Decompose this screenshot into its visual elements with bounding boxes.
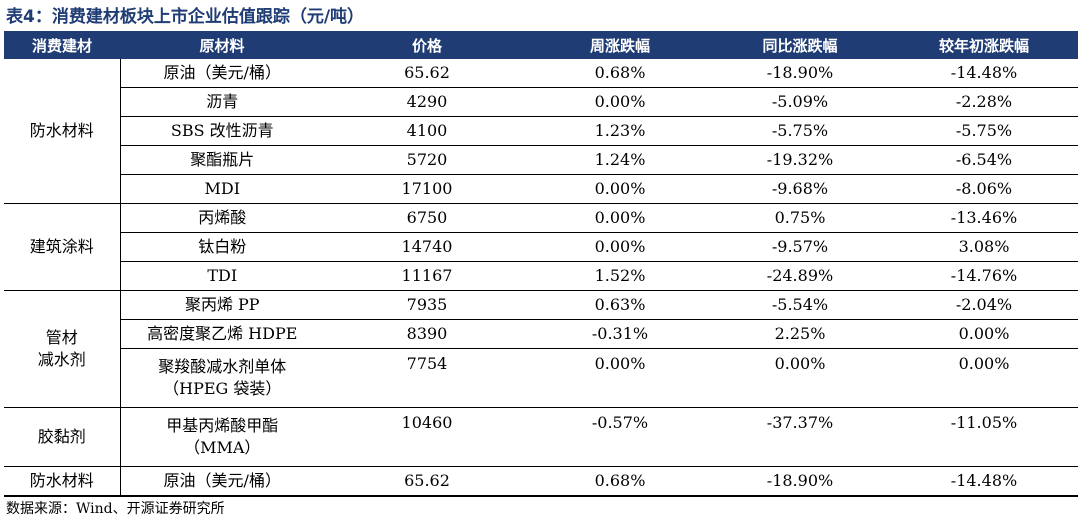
material-line: （HPEG 袋装） (163, 379, 282, 398)
price-cell: 7935 (324, 290, 530, 320)
category-line: 减水剂 (37, 350, 86, 369)
category-cell: 防水材料 (4, 59, 121, 204)
header-material: 原材料 (120, 31, 324, 59)
yoy-change-cell: 0.75% (710, 203, 890, 233)
valuation-table: 消费建材 原材料 价格 周涨跌幅 同比涨跌幅 较年初涨跌幅 防水材料 原油（美元… (4, 31, 1078, 497)
price-cell: 7754 (324, 348, 530, 408)
category-cell: 胶黏剂 (4, 407, 121, 467)
yoy-change-cell: 0.00% (710, 348, 890, 408)
yoy-change-cell: -5.09% (710, 87, 890, 117)
table-row: 钛白粉 14740 0.00% -9.57% 3.08% (4, 232, 1078, 262)
price-cell: 14740 (324, 232, 530, 262)
header-price: 价格 (324, 31, 530, 59)
table-row: 高密度聚乙烯 HDPE 8390 -0.31% 2.25% 0.00% (4, 319, 1078, 349)
week-change-cell: 0.00% (530, 232, 710, 262)
yoy-change-cell: -19.32% (710, 145, 890, 175)
header-ytd-change: 较年初涨跌幅 (890, 31, 1078, 59)
yoy-change-cell: -18.90% (710, 59, 890, 88)
week-change-cell: 1.23% (530, 116, 710, 146)
material-cell: 沥青 (120, 87, 324, 117)
price-cell: 11167 (324, 261, 530, 291)
material-cell: 高密度聚乙烯 HDPE (120, 319, 324, 349)
table-row: 聚羧酸减水剂单体 （HPEG 袋装） 7754 0.00% 0.00% 0.00… (4, 348, 1078, 408)
table-row: 防水材料 原油（美元/桶） 65.62 0.68% -18.90% -14.48… (4, 466, 1078, 497)
ytd-change-cell: -6.54% (890, 145, 1078, 175)
price-cell: 5720 (324, 145, 530, 175)
table-row: TDI 11167 1.52% -24.89% -14.76% (4, 261, 1078, 291)
price-cell: 4100 (324, 116, 530, 146)
material-cell: MDI (120, 174, 324, 204)
price-cell: 8390 (324, 319, 530, 349)
material-cell: TDI (120, 261, 324, 291)
table-row: 防水材料 原油（美元/桶） 65.62 0.68% -18.90% -14.48… (4, 59, 1078, 204)
table-row: MDI 17100 0.00% -9.68% -8.06% (4, 174, 1078, 204)
price-cell: 6750 (324, 203, 530, 233)
ytd-change-cell: -8.06% (890, 174, 1078, 204)
material-cell: 丙烯酸 (120, 203, 324, 233)
week-change-cell: -0.57% (530, 407, 710, 467)
week-change-cell: 1.52% (530, 261, 710, 291)
week-change-cell: -0.31% (530, 319, 710, 349)
table-header-row: 消费建材 原材料 价格 周涨跌幅 同比涨跌幅 较年初涨跌幅 (4, 31, 1078, 59)
table-row: SBS 改性沥青 4100 1.23% -5.75% -5.75% (4, 116, 1078, 146)
yoy-change-cell: -24.89% (710, 261, 890, 291)
price-cell: 65.62 (324, 466, 530, 497)
header-week-change: 周涨跌幅 (530, 31, 710, 59)
header-yoy-change: 同比涨跌幅 (710, 31, 890, 59)
price-cell: 4290 (324, 87, 530, 117)
material-cell: 甲基丙烯酸甲酯 （MMA） (120, 407, 324, 467)
material-cell: 原油（美元/桶） (120, 59, 324, 88)
week-change-cell: 0.68% (530, 466, 710, 497)
week-change-cell: 0.00% (530, 203, 710, 233)
week-change-cell: 0.00% (530, 87, 710, 117)
week-change-cell: 0.00% (530, 174, 710, 204)
material-line: （MMA） (184, 438, 261, 457)
week-change-cell: 0.63% (530, 290, 710, 320)
category-cell: 建筑涂料 (4, 203, 121, 291)
category-line: 管材 (45, 328, 78, 347)
material-cell: 聚羧酸减水剂单体 （HPEG 袋装） (120, 348, 324, 408)
week-change-cell: 0.68% (530, 59, 710, 88)
ytd-change-cell: -2.28% (890, 87, 1078, 117)
ytd-change-cell: -11.05% (890, 407, 1078, 467)
week-change-cell: 1.24% (530, 145, 710, 175)
source-note: 数据来源：Wind、开源证券研究所 (6, 501, 225, 517)
table-row: 管材 减水剂 聚丙烯 PP 7935 0.63% -5.54% -2.04% (4, 290, 1078, 408)
table-row: 胶黏剂 甲基丙烯酸甲酯 （MMA） 10460 -0.57% -37.37% -… (4, 407, 1078, 467)
ytd-change-cell: -13.46% (890, 203, 1078, 233)
yoy-change-cell: -5.54% (710, 290, 890, 320)
material-cell: 钛白粉 (120, 232, 324, 262)
material-cell: 原油（美元/桶） (120, 466, 324, 497)
category-cell: 管材 减水剂 (4, 290, 121, 408)
yoy-change-cell: -5.75% (710, 116, 890, 146)
yoy-change-cell: -9.68% (710, 174, 890, 204)
table-row: 聚酯瓶片 5720 1.24% -19.32% -6.54% (4, 145, 1078, 175)
table-row: 建筑涂料 丙烯酸 6750 0.00% 0.75% -13.46% (4, 203, 1078, 291)
material-cell: 聚丙烯 PP (120, 290, 324, 320)
ytd-change-cell: 0.00% (890, 319, 1078, 349)
ytd-change-cell: -14.76% (890, 261, 1078, 291)
yoy-change-cell: 2.25% (710, 319, 890, 349)
table-row: 沥青 4290 0.00% -5.09% -2.28% (4, 87, 1078, 117)
week-change-cell: 0.00% (530, 348, 710, 408)
material-cell: 聚酯瓶片 (120, 145, 324, 175)
ytd-change-cell: -2.04% (890, 290, 1078, 320)
material-cell: SBS 改性沥青 (120, 116, 324, 146)
price-cell: 10460 (324, 407, 530, 467)
yoy-change-cell: -18.90% (710, 466, 890, 497)
ytd-change-cell: 0.00% (890, 348, 1078, 408)
yoy-change-cell: -9.57% (710, 232, 890, 262)
price-cell: 65.62 (324, 59, 530, 88)
header-category: 消费建材 (4, 31, 120, 59)
yoy-change-cell: -37.37% (710, 407, 890, 467)
price-cell: 17100 (324, 174, 530, 204)
material-line: 聚羧酸减水剂单体 (158, 357, 287, 376)
table-title: 表4：消费建材板块上市企业估值跟踪（元/吨） (6, 7, 365, 27)
ytd-change-cell: 3.08% (890, 232, 1078, 262)
ytd-change-cell: -14.48% (890, 466, 1078, 497)
material-line: 甲基丙烯酸甲酯 (166, 416, 279, 435)
category-cell: 防水材料 (4, 466, 121, 497)
ytd-change-cell: -5.75% (890, 116, 1078, 146)
ytd-change-cell: -14.48% (890, 59, 1078, 88)
